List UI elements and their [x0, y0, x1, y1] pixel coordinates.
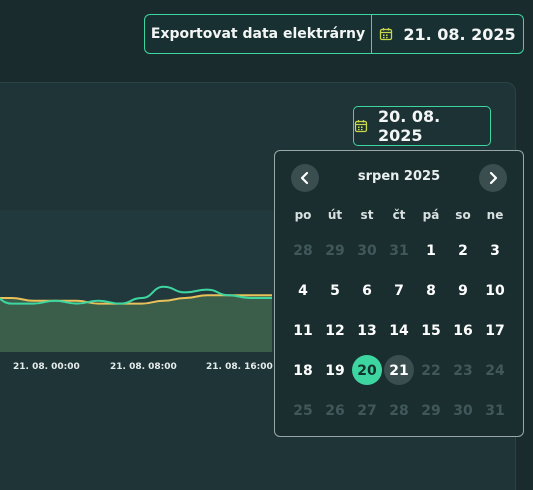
day-cell[interactable]: 16 [453, 323, 473, 339]
weekday-label: po [294, 208, 312, 222]
previous-month-button[interactable] [291, 164, 319, 192]
header-date-label: 21. 08. 2025 [403, 24, 516, 44]
weekday-label: pá [422, 208, 440, 222]
day-cell[interactable]: 12 [325, 323, 345, 339]
day-cell[interactable]: 19 [325, 363, 345, 379]
weekday-label: út [327, 208, 343, 222]
day-cell[interactable]: 7 [394, 283, 404, 299]
date-picker-popup: srpen 2025 po út st čt pá so ne 28 29 30 31 1 2 3 4 5 6… [274, 150, 524, 437]
chevron-right-icon [489, 171, 498, 185]
day-cell[interactable]: 3 [490, 243, 500, 259]
export-data-button[interactable]: Exportovat data elektrárny [145, 15, 372, 53]
day-cell[interactable]: 17 [485, 323, 505, 339]
chevron-left-icon [300, 171, 309, 185]
day-cell: 22 [421, 363, 441, 379]
day-cell[interactable]: 6 [362, 283, 372, 299]
day-cell[interactable]: 8 [426, 283, 436, 299]
day-cell: 27 [357, 403, 377, 419]
chart-series-line [0, 285, 272, 305]
day-cell[interactable]: 21 [383, 351, 415, 391]
day-cell: 28 [389, 403, 409, 419]
calendar-icon [380, 28, 393, 41]
day-cell[interactable]: 15 [421, 323, 441, 339]
panel-date-picker-button[interactable]: 20. 08. 2025 [353, 106, 491, 146]
x-axis-tick-label: 21. 08. 08:00 [110, 362, 177, 372]
x-axis-tick-label: 21. 08. 00:00 [13, 362, 80, 372]
day-cell: 30 [453, 403, 473, 419]
chart-svg [0, 210, 280, 352]
day-cell: 29 [421, 403, 441, 419]
day-cell: 25 [293, 403, 313, 419]
weekday-label: st [360, 208, 374, 222]
day-cell[interactable]: 2 [458, 243, 468, 259]
day-cell[interactable]: 11 [293, 323, 313, 339]
day-cell: 28 [293, 243, 313, 259]
panel-date-label: 20. 08. 2025 [377, 107, 441, 145]
weekday-label: ne [486, 208, 504, 222]
production-chart [0, 210, 280, 380]
day-cell[interactable]: 14 [389, 323, 409, 339]
day-cell: 29 [325, 243, 345, 259]
day-cell[interactable]: 10 [485, 283, 505, 299]
day-cell[interactable]: 18 [293, 363, 313, 379]
calendar-icon [354, 120, 368, 133]
x-axis-tick-label: 21. 08. 16:00 [206, 362, 273, 372]
day-cell: 26 [325, 403, 345, 419]
day-cell[interactable]: 13 [357, 323, 377, 339]
day-cell[interactable]: 5 [330, 283, 340, 299]
weekday-header: po út st čt pá so ne [287, 208, 511, 222]
next-month-button[interactable] [479, 164, 507, 192]
day-cell: 31 [389, 243, 409, 259]
day-cell[interactable]: 9 [458, 283, 468, 299]
weekday-label: čt [392, 208, 406, 222]
day-cell: 30 [357, 243, 377, 259]
header-button-group: Exportovat data elektrárny 21. 08. 2025 [144, 14, 524, 54]
day-cell: 23 [453, 363, 473, 379]
day-cell: 24 [485, 363, 505, 379]
chart-area [0, 295, 272, 352]
day-grid: 28 29 30 31 1 2 3 4 5 6 7 8 9 10 11 12 13 14 15 16 17 18 19 20 2… [287, 231, 511, 431]
weekday-label: so [455, 208, 471, 222]
day-cell[interactable]: 4 [298, 283, 308, 299]
month-label: srpen 2025 [357, 169, 441, 184]
day-cell-selected[interactable]: 20 [351, 351, 383, 391]
header-date-picker-button[interactable]: 21. 08. 2025 [372, 15, 523, 53]
day-cell[interactable]: 1 [426, 243, 436, 259]
day-cell: 31 [485, 403, 505, 419]
